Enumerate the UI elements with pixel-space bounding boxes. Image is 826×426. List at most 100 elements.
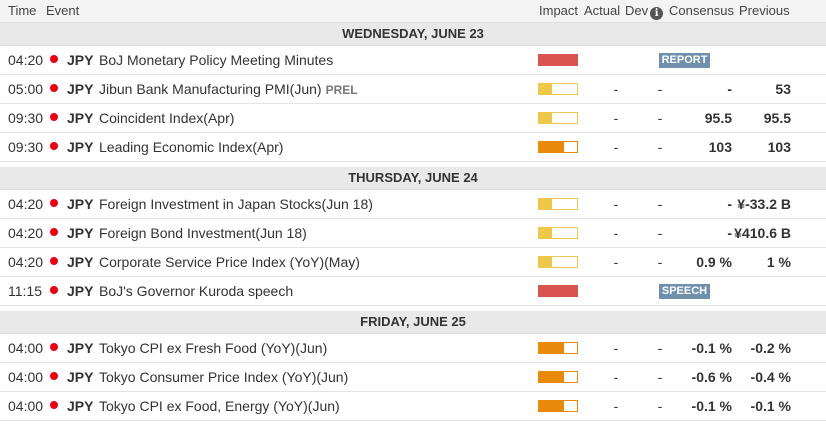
day-header: THURSDAY, JUNE 24	[0, 167, 826, 190]
previous-value: -0.1 %	[750, 398, 791, 414]
consensus-value: -0.1 %	[691, 340, 732, 356]
impact-bar	[538, 141, 578, 153]
event-currency: JPY	[67, 369, 94, 385]
header-time[interactable]: Time	[8, 3, 37, 18]
actual-value: -	[613, 139, 619, 155]
event-name[interactable]: Coincident Index(Apr)	[99, 110, 235, 126]
event-time: 04:00	[8, 369, 44, 385]
event-currency: JPY	[67, 254, 94, 270]
table-header: Time Event Impact Actual Dev i Consensus …	[0, 0, 826, 23]
event-name[interactable]: Tokyo Consumer Price Index (YoY)(Jun)	[99, 369, 349, 385]
event-badge[interactable]: SPEECH	[659, 284, 710, 299]
event-time: 09:30	[8, 139, 44, 155]
consensus-value: 95.5	[704, 110, 732, 126]
event-time: 04:20	[8, 52, 44, 68]
actual-value: -	[613, 254, 619, 270]
event-row[interactable]: 05:00 JPY Jibun Bank Manufacturing PMI(Jun…	[0, 75, 826, 104]
consensus-value: 103	[708, 139, 732, 155]
japan-flag-icon	[50, 228, 58, 236]
previous-value: 95.5	[763, 110, 791, 126]
event-name[interactable]: Jibun Bank Manufacturing PMI(Jun) PREL	[99, 81, 358, 97]
header-consensus[interactable]: Consensus	[669, 3, 735, 18]
event-currency: JPY	[67, 196, 94, 212]
deviation-value: -	[657, 340, 663, 356]
event-row[interactable]: 04:20 JPY Corporate Service Price Index (Y…	[0, 248, 826, 277]
event-tag: PREL	[325, 83, 358, 97]
impact-bar-fill	[539, 199, 552, 209]
header-actual[interactable]: Actual	[584, 3, 621, 18]
impact-bar	[538, 54, 578, 66]
impact-bar	[538, 400, 578, 412]
consensus-value: -	[727, 196, 732, 212]
impact-bar-fill	[539, 142, 565, 152]
event-row[interactable]: 04:00 JPY Tokyo CPI ex Food, Energy (YoY)(…	[0, 392, 826, 421]
header-previous[interactable]: Previous	[739, 3, 790, 18]
event-row[interactable]: 04:20 JPY Foreign Investment in Japan Stoc…	[0, 190, 826, 219]
event-currency: JPY	[67, 225, 94, 241]
previous-value: 103	[767, 139, 791, 155]
header-dev-label: Dev	[625, 3, 649, 18]
deviation-value: -	[657, 398, 663, 414]
actual-value: -	[613, 110, 619, 126]
event-time: 04:00	[8, 398, 44, 414]
impact-bar-fill	[539, 257, 552, 267]
deviation-value: -	[657, 81, 663, 97]
event-name[interactable]: BoJ's Governor Kuroda speech	[99, 283, 294, 299]
day-header: WEDNESDAY, JUNE 23	[0, 23, 826, 46]
event-badge[interactable]: REPORT	[659, 53, 710, 68]
event-time: 09:30	[8, 110, 44, 126]
impact-bar-fill	[539, 372, 565, 382]
event-row[interactable]: 04:00 JPY Tokyo CPI ex Fresh Food (YoY)(Ju…	[0, 334, 826, 363]
consensus-value: -0.1 %	[691, 398, 732, 414]
impact-bar	[538, 83, 578, 95]
japan-flag-icon	[50, 199, 58, 207]
header-impact[interactable]: Impact	[539, 3, 579, 18]
deviation-value: -	[657, 225, 663, 241]
impact-bar-fill	[539, 55, 577, 65]
actual-value: -	[613, 196, 619, 212]
event-row[interactable]: 04:00 JPY Tokyo Consumer Price Index (YoY)…	[0, 363, 826, 392]
event-name[interactable]: Corporate Service Price Index (YoY)(May)	[99, 254, 360, 270]
impact-bar	[538, 342, 578, 354]
impact-bar-fill	[539, 343, 565, 353]
header-dev[interactable]: Dev i	[625, 3, 664, 20]
previous-value: -0.4 %	[750, 369, 791, 385]
deviation-value: -	[657, 196, 663, 212]
event-row[interactable]: 04:20 JPY Foreign Bond Investment(Jun 18) -…	[0, 219, 826, 248]
impact-bar	[538, 198, 578, 210]
event-row[interactable]: 11:15 JPY BoJ's Governor Kuroda speech SPEE…	[0, 277, 826, 306]
impact-bar	[538, 112, 578, 124]
impact-bar-fill	[539, 84, 552, 94]
event-name[interactable]: Leading Economic Index(Apr)	[99, 139, 284, 155]
event-name[interactable]: Foreign Bond Investment(Jun 18)	[99, 225, 307, 241]
event-currency: JPY	[67, 398, 94, 414]
impact-bar	[538, 256, 578, 268]
event-row[interactable]: 04:20 JPY BoJ Monetary Policy Meeting Minu…	[0, 46, 826, 75]
deviation-value: -	[657, 369, 663, 385]
actual-value: -	[613, 369, 619, 385]
actual-value: -	[613, 340, 619, 356]
event-name[interactable]: BoJ Monetary Policy Meeting Minutes	[99, 52, 334, 68]
day-header: FRIDAY, JUNE 25	[0, 311, 826, 334]
japan-flag-icon	[50, 401, 58, 409]
japan-flag-icon	[50, 142, 58, 150]
event-currency: JPY	[67, 81, 94, 97]
impact-bar-fill	[539, 228, 552, 238]
event-time: 04:20	[8, 254, 44, 270]
info-icon[interactable]: i	[650, 7, 664, 20]
event-row[interactable]: 09:30 JPY Coincident Index(Apr) - - 95.5 95.5	[0, 104, 826, 133]
japan-flag-icon	[50, 84, 58, 92]
event-name[interactable]: Tokyo CPI ex Food, Energy (YoY)(Jun)	[99, 398, 340, 414]
event-name[interactable]: Foreign Investment in Japan Stocks(Jun 1…	[99, 196, 373, 212]
event-time: 11:15	[8, 283, 42, 299]
impact-bar	[538, 371, 578, 383]
deviation-value: -	[657, 254, 663, 270]
deviation-value: -	[657, 139, 663, 155]
event-row[interactable]: 09:30 JPY Leading Economic Index(Apr) - - 103…	[0, 133, 826, 162]
previous-value: -0.2 %	[750, 340, 791, 356]
event-currency: JPY	[67, 139, 94, 155]
event-name[interactable]: Tokyo CPI ex Fresh Food (YoY)(Jun)	[99, 340, 328, 356]
event-currency: JPY	[67, 283, 94, 299]
deviation-value: -	[657, 110, 663, 126]
header-event[interactable]: Event	[46, 3, 80, 18]
